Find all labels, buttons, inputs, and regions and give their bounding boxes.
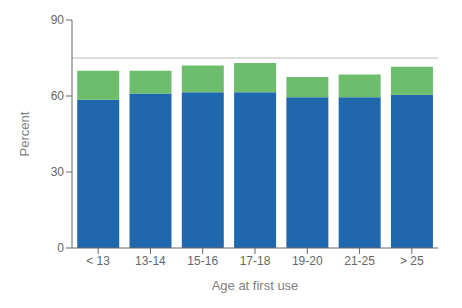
svg-text:15-16: 15-16 [187,254,218,268]
svg-text:> 25: > 25 [400,254,424,268]
svg-text:13-14: 13-14 [135,254,166,268]
svg-text:Age at first use: Age at first use [212,278,299,293]
svg-text:60: 60 [51,89,65,103]
svg-text:30: 30 [51,165,65,179]
svg-text:Percent: Percent [17,111,32,156]
svg-text:0: 0 [57,241,64,255]
svg-text:21-25: 21-25 [344,254,375,268]
svg-text:19-20: 19-20 [292,254,323,268]
svg-text:90: 90 [51,13,65,27]
svg-text:17-18: 17-18 [240,254,271,268]
svg-text:< 13: < 13 [86,254,110,268]
